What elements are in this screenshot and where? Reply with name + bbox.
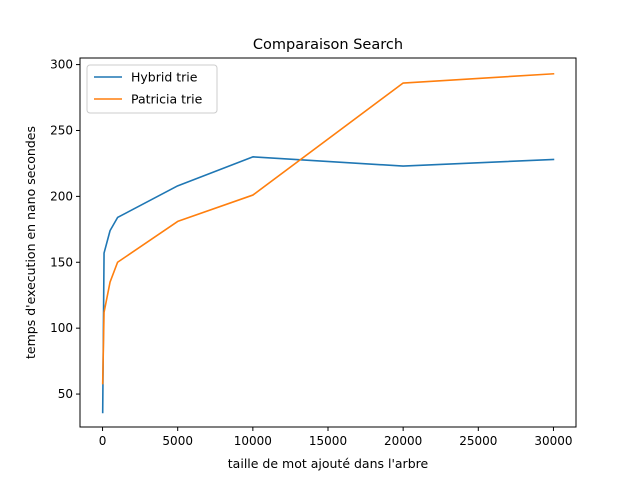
x-tick-label: 10000 <box>234 434 272 448</box>
legend-label: Patricia trie <box>131 92 203 107</box>
y-tick-label: 150 <box>50 255 73 269</box>
x-tick-label: 20000 <box>384 434 422 448</box>
series-lines <box>101 72 555 414</box>
x-tick-label: 25000 <box>459 434 497 448</box>
series-line-patricia-trie <box>101 72 555 385</box>
x-tick-label: 30000 <box>534 434 572 448</box>
legend-label: Hybrid trie <box>131 70 198 85</box>
plot-frame <box>79 57 577 428</box>
y-axis-ticks: 50 100 150 200 250 300 <box>50 58 80 401</box>
legend: Hybrid trie Patricia trie <box>86 64 218 114</box>
y-tick-label: 100 <box>50 321 73 335</box>
x-tick-label: 5000 <box>162 434 193 448</box>
series-line-hybrid-trie <box>101 156 555 414</box>
y-axis-label: temps d'execution en nano secondes <box>23 126 38 359</box>
x-axis-ticks: 0 5000 10000 15000 20000 25000 30000 <box>99 427 573 448</box>
x-tick-label: 15000 <box>309 434 347 448</box>
y-tick-label: 200 <box>50 189 73 203</box>
x-axis-label: taille de mot ajouté dans l'arbre <box>228 456 429 471</box>
x-tick-label: 0 <box>99 434 107 448</box>
y-tick-label: 50 <box>58 387 73 401</box>
y-tick-label: 300 <box>50 58 73 72</box>
chart-title: Comparaison Search <box>253 37 403 53</box>
y-tick-label: 250 <box>50 123 73 137</box>
